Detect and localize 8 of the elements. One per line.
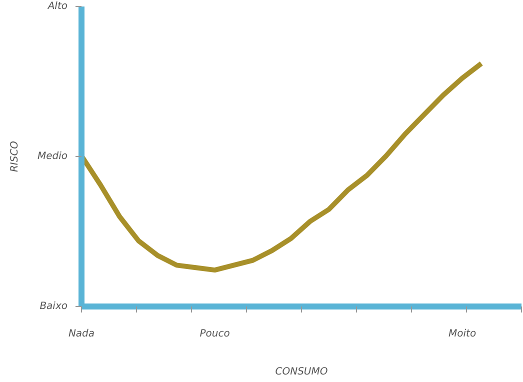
text: Medio (37, 151, 68, 162)
x-axis-title: CONSUMO (275, 366, 328, 378)
text: Baixo (40, 301, 68, 312)
text: Alto (46, 1, 68, 12)
x-tick-label: Moito (448, 328, 476, 340)
x-tick-label: Pouco (200, 328, 230, 340)
x-tick-label: Nada (68, 328, 95, 340)
y-axis-title: RISCO (9, 140, 20, 172)
